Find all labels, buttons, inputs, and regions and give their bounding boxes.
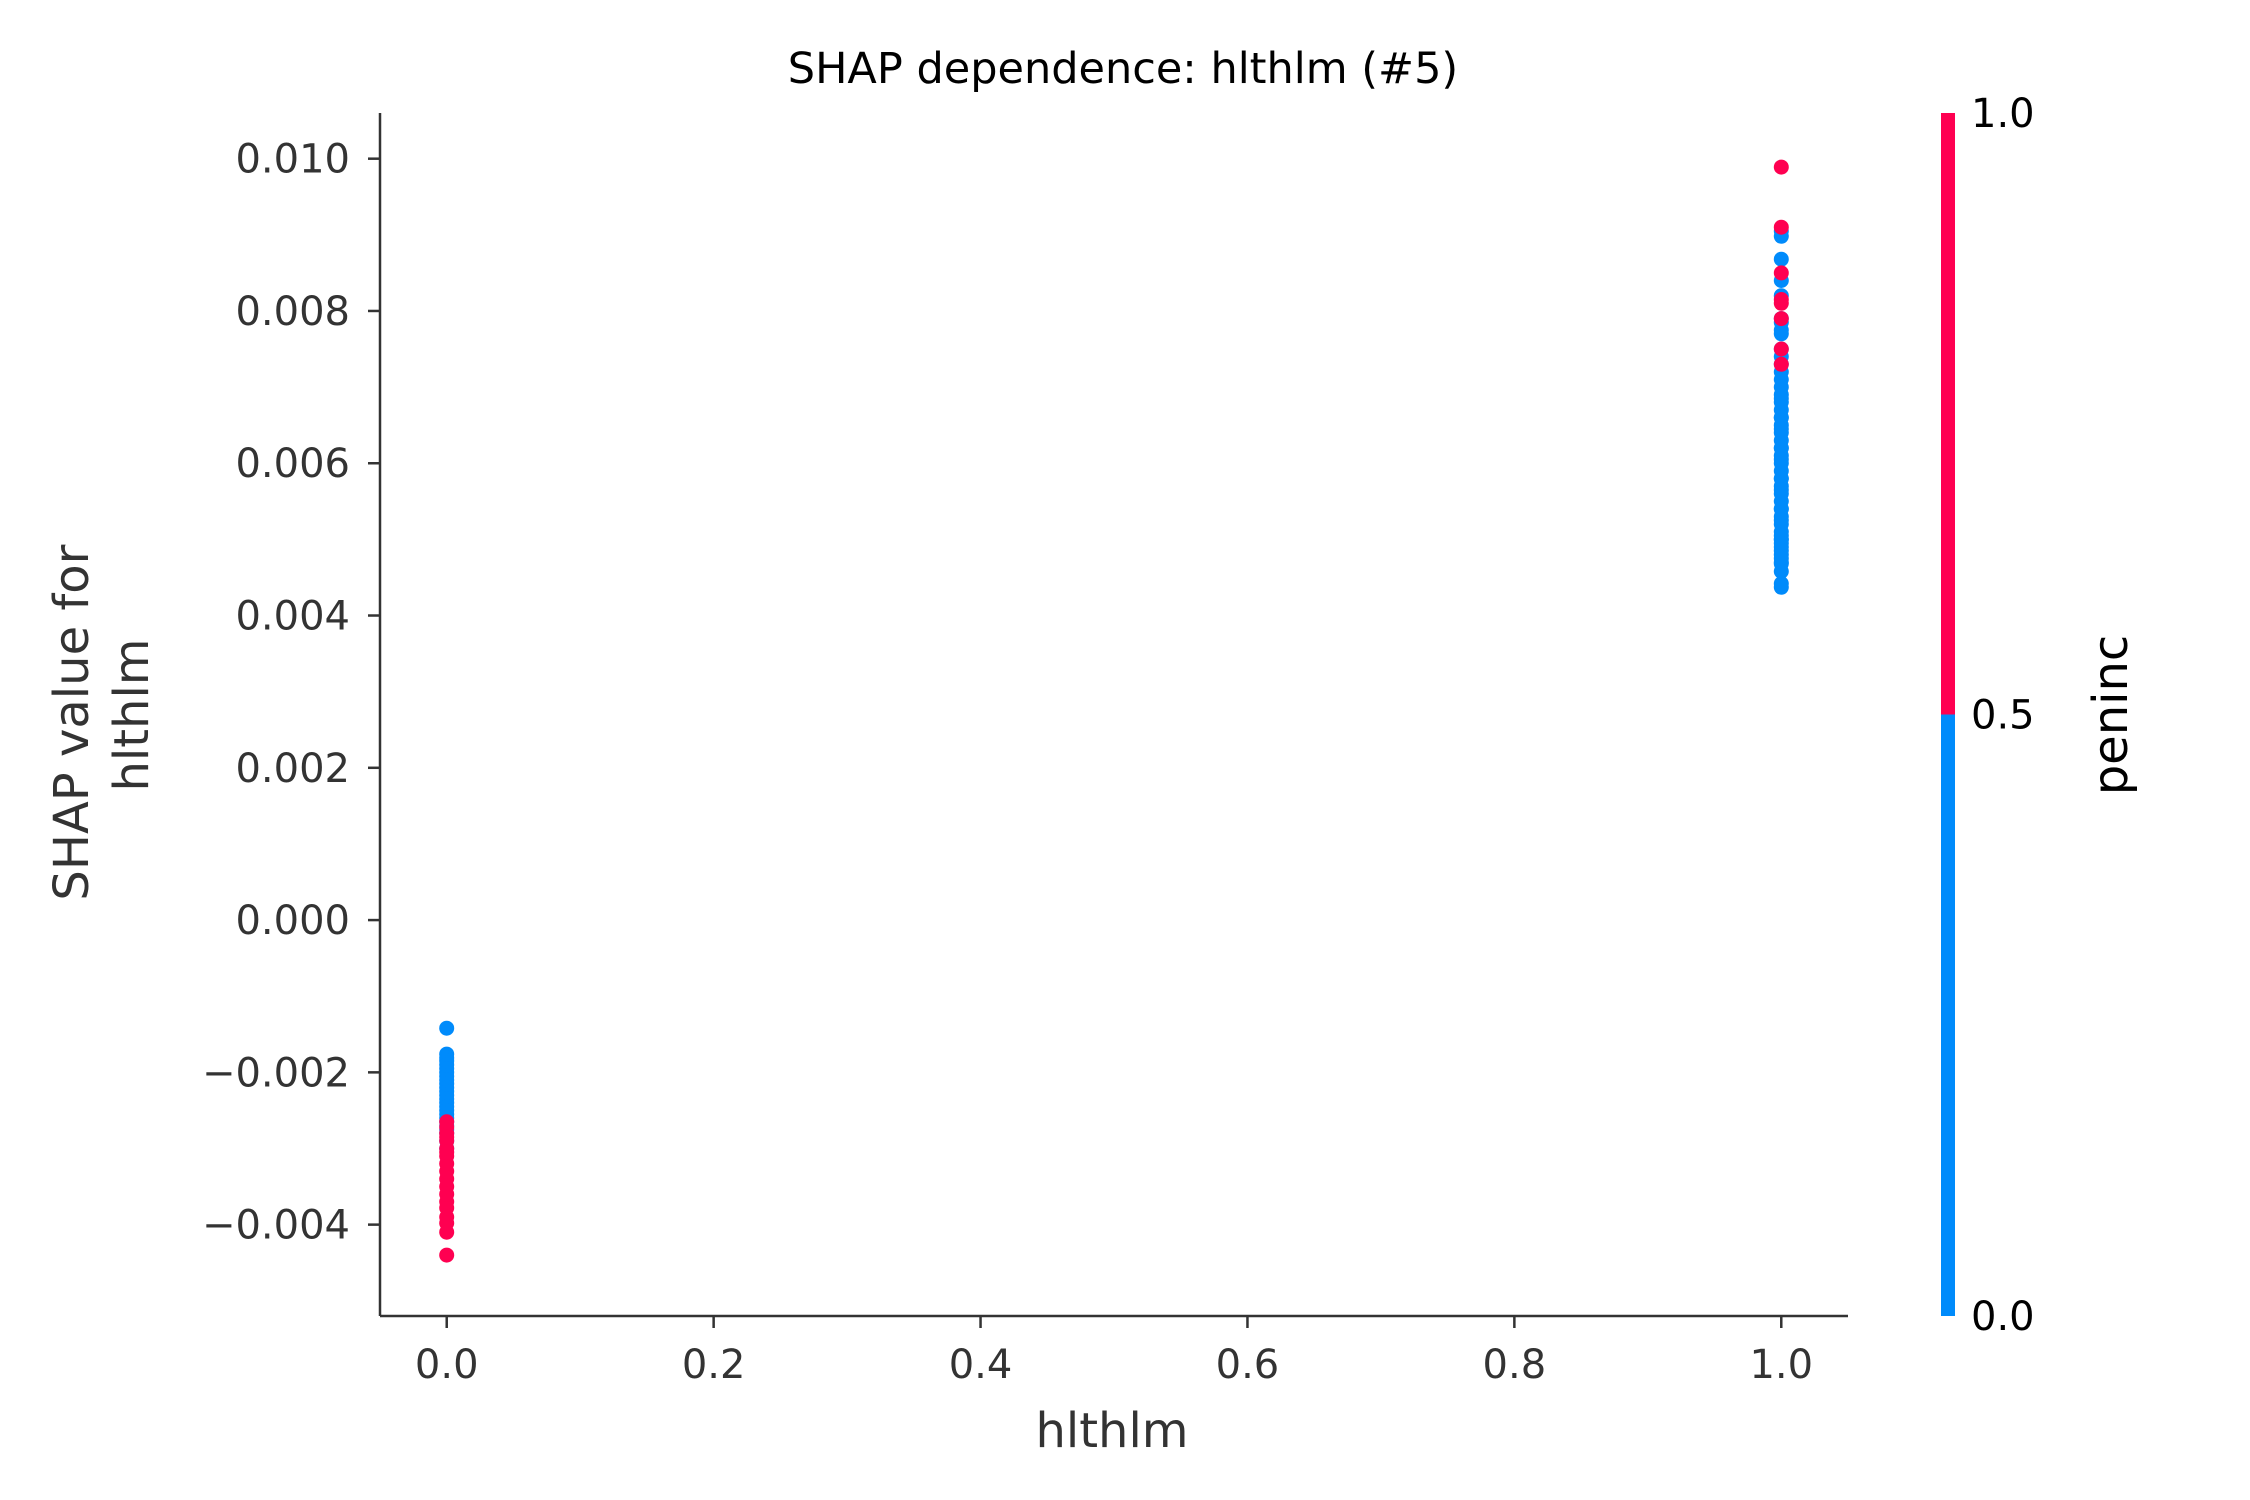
scatter-point — [1773, 440, 1789, 456]
scatter-point — [1773, 550, 1789, 566]
y-axis-title: SHAP value for hlthlm — [44, 529, 160, 900]
scatter-point — [1773, 421, 1789, 437]
colorbar-tick-label: 0.0 — [1971, 1294, 2035, 1340]
scatter-point — [1773, 341, 1789, 357]
scatter-point — [1773, 563, 1789, 579]
y-tick-label: 0.004 — [235, 594, 350, 640]
scatter-point — [1773, 576, 1789, 591]
scatter-point — [439, 1129, 455, 1145]
y-tick-label: 0.008 — [235, 289, 350, 335]
y-axis-title-line-2: hlthlm — [104, 638, 160, 791]
y-tick-label: −0.002 — [202, 1050, 350, 1096]
colorbar-ticks: 0.0 0.5 1.0 — [1971, 91, 2035, 1340]
x-tick-label: 0.4 — [949, 1342, 1013, 1388]
scatter-point — [1773, 311, 1789, 327]
y-tick-label: 0.010 — [235, 137, 350, 183]
y-tick-label: 0.002 — [235, 746, 350, 792]
scatter-point — [1773, 356, 1789, 372]
x-tick-label: 0.6 — [1216, 1342, 1280, 1388]
scatter-point — [1773, 512, 1789, 528]
x-tick-label: 1.0 — [1749, 1342, 1813, 1388]
colorbar-tick-label: 1.0 — [1971, 91, 2035, 137]
scatter-point — [1773, 451, 1789, 467]
colorbar — [1941, 113, 1955, 1316]
scatter-points — [439, 159, 1789, 1263]
scatter-point — [1773, 482, 1789, 498]
x-tick-label: 0.0 — [415, 1342, 479, 1388]
y-axis-title-line-1: SHAP value for — [44, 544, 100, 900]
scatter-point — [1773, 391, 1789, 406]
chart-title: SHAP dependence: hlthlm (#5) — [788, 44, 1458, 94]
scatter-point — [1773, 471, 1789, 486]
x-axis-title: hlthlm — [1035, 1403, 1188, 1459]
scatter-point — [1773, 265, 1789, 281]
scatter-point — [439, 1020, 455, 1036]
colorbar-tick-label: 0.5 — [1971, 693, 2035, 739]
scatter-point — [439, 1114, 455, 1130]
y-tick-label: 0.000 — [235, 898, 350, 944]
x-tick-label: 0.8 — [1483, 1342, 1547, 1388]
scatter-point — [439, 1247, 455, 1263]
scatter-point — [1773, 410, 1789, 426]
scatter-point — [1773, 251, 1789, 267]
scatter-point — [1773, 219, 1789, 235]
y-tick-label: −0.004 — [202, 1203, 350, 1249]
y-tick-label: 0.006 — [235, 441, 350, 487]
scatter-point — [1773, 295, 1789, 311]
scatter-point — [1773, 379, 1789, 395]
scatter-point — [439, 1144, 455, 1160]
scatter-point — [1773, 501, 1789, 517]
scatter-point — [1773, 159, 1789, 175]
x-tick-label: 0.2 — [682, 1342, 746, 1388]
y-axis-ticks: −0.004 −0.002 0.000 0.002 0.004 0.006 0.008 0.0… — [202, 137, 380, 1249]
colorbar-title: peninc — [2083, 635, 2139, 796]
x-axis-ticks: 0.0 0.2 0.4 0.6 0.8 1.0 — [415, 1316, 1813, 1388]
